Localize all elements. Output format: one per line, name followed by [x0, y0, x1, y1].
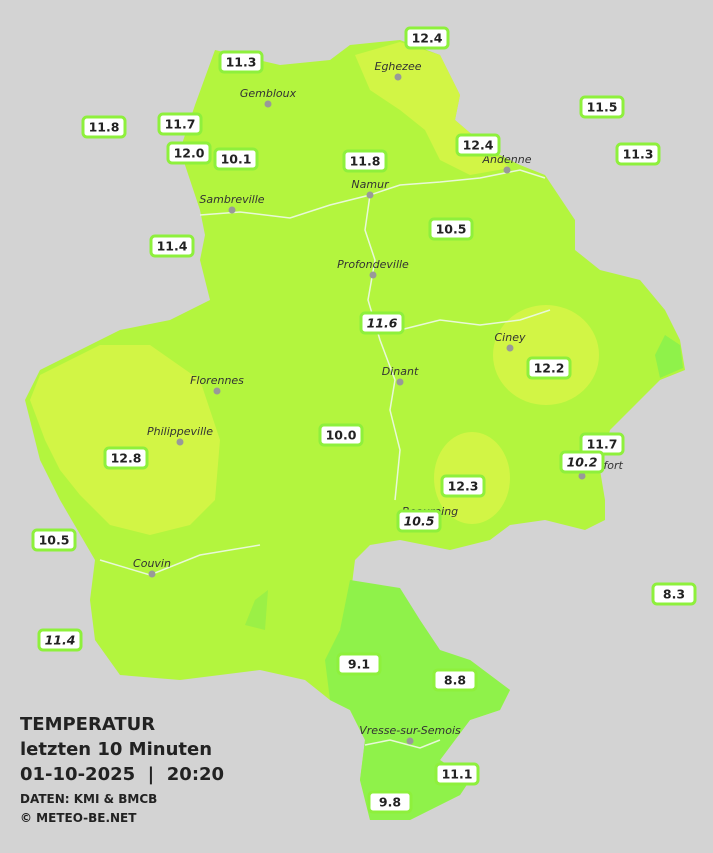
station-value: 12.4 [412, 31, 443, 46]
legend-credit: © METEO-BE.NET [20, 811, 137, 825]
city-label: Vresse-sur-Semois [359, 724, 461, 737]
city-dot [264, 100, 272, 108]
city-dot [503, 166, 511, 174]
cool-zone [325, 580, 510, 820]
station-value: 12.4 [463, 138, 494, 153]
station-value: 10.1 [221, 152, 252, 167]
station-box [218, 50, 264, 74]
legend-source: DATEN: KMI & BMCB [20, 792, 157, 806]
station-value: 11.6 [367, 316, 398, 331]
station-box [559, 450, 605, 474]
station-value: 12.8 [111, 451, 142, 466]
station-value: 11.4 [157, 239, 188, 254]
city-dot [394, 73, 402, 81]
station-value: 10.5 [404, 514, 435, 529]
station-box [428, 217, 474, 241]
station-box [359, 311, 405, 335]
city-dot [366, 191, 374, 199]
station-box [81, 115, 127, 139]
city-label: Profondeville [337, 258, 409, 271]
city-label: Gembloux [240, 87, 297, 100]
river [364, 739, 441, 749]
station-box [579, 95, 625, 119]
city-dot [406, 737, 414, 745]
legend-subtitle: letzten 10 Minuten [20, 739, 212, 760]
station-value: 12.2 [534, 361, 565, 376]
station-value: 10.5 [39, 533, 70, 548]
station-value: 11.3 [623, 147, 654, 162]
station-box [432, 668, 478, 692]
city-label: Florennes [190, 374, 244, 387]
city-dot [176, 438, 184, 446]
station-value: 8.8 [444, 673, 466, 688]
station-box [103, 446, 149, 470]
city-label: Namur [351, 178, 390, 191]
city-label: Philippeville [147, 425, 213, 438]
station-box [404, 26, 450, 50]
city-dot [213, 387, 221, 395]
station-box [336, 652, 382, 676]
station-value: 9.1 [348, 657, 370, 672]
station-box [455, 133, 501, 157]
station-box [434, 762, 480, 786]
station-box [149, 234, 195, 258]
station-box [526, 356, 572, 380]
river [364, 194, 401, 501]
station-value: 11.8 [350, 154, 381, 169]
station-value: 12.0 [174, 146, 205, 161]
station-box [318, 423, 364, 447]
station-value: 12.3 [448, 479, 479, 494]
station-box [157, 112, 203, 136]
city-dot [148, 570, 156, 578]
station-value: 9.8 [379, 795, 401, 810]
station-box [342, 149, 388, 173]
station-value: 10.2 [567, 455, 598, 470]
station-box [31, 528, 77, 552]
station-box [37, 628, 83, 652]
city-label: Couvin [133, 557, 171, 570]
cool-zone [655, 335, 683, 378]
river [399, 309, 551, 331]
station-value: 8.3 [663, 587, 685, 602]
station-box [440, 474, 486, 498]
station-value: 11.7 [165, 117, 196, 132]
legend-timestamp: 01-10-2025 | 20:20 [20, 764, 224, 785]
river [199, 169, 546, 219]
station-box [615, 142, 661, 166]
city-dot [369, 271, 377, 279]
station-box [367, 790, 413, 814]
station-value: 10.0 [326, 428, 357, 443]
stations: 12.4 11.3 11.5 11.8 11.7 12.0 10.1 11.8 12.4 11.3… [31, 26, 697, 814]
station-value: 11.5 [587, 100, 618, 115]
city-label: Sambreville [199, 193, 264, 206]
city-label: Ciney [495, 331, 526, 344]
station-box [651, 582, 697, 606]
station-value: 11.8 [89, 120, 120, 135]
city-label: Eghezee [375, 60, 422, 73]
city-dot [578, 472, 586, 480]
warm-zone [30, 345, 220, 535]
station-value: 11.3 [226, 55, 257, 70]
warm-zone [493, 305, 599, 405]
cool-zone [245, 590, 268, 630]
station-value: 10.5 [436, 222, 467, 237]
city-dot [506, 344, 514, 352]
station-box [166, 141, 212, 165]
city-dot [228, 206, 236, 214]
station-box [213, 147, 259, 171]
station-value: 11.4 [45, 633, 76, 648]
city-dot [396, 378, 404, 386]
station-box [396, 509, 442, 533]
river [99, 544, 261, 576]
station-value: 11.7 [587, 437, 618, 452]
station-value: 11.1 [442, 767, 473, 782]
city-label: Dinant [382, 365, 419, 378]
legend-title: TEMPERATUR [20, 714, 155, 735]
